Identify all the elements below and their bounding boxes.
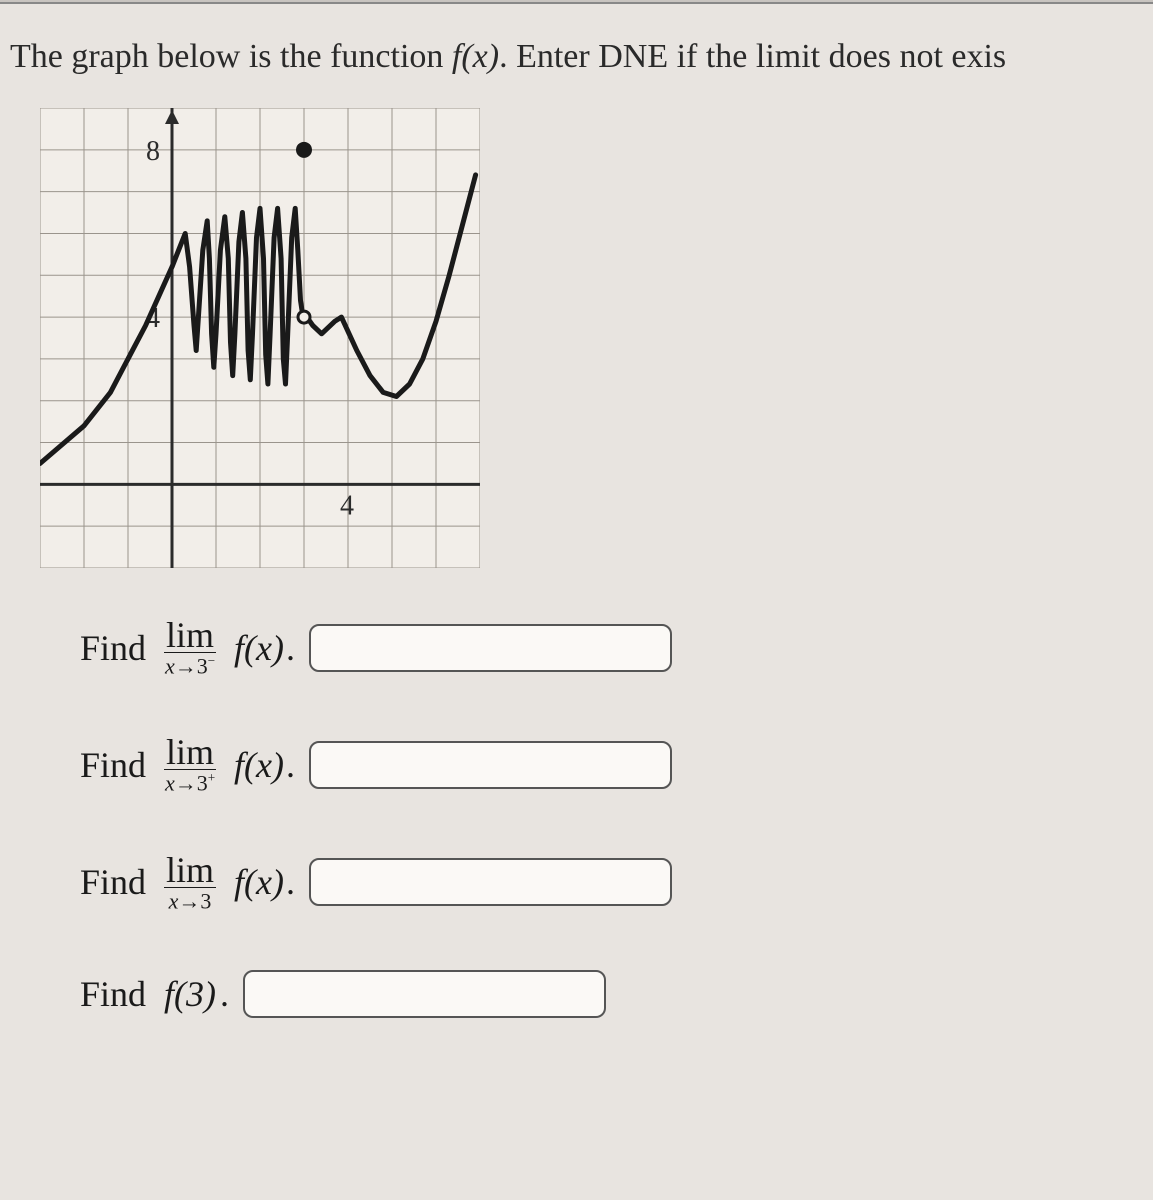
questions-list: Find lim x→3− f(x). Find lim x→3+ f(x).	[80, 618, 1143, 1018]
fx-expr: f(x)	[234, 861, 284, 903]
answer-input-3[interactable]	[309, 858, 672, 906]
question-row-4: Find f(3).	[80, 970, 1143, 1018]
find-word: Find	[80, 973, 146, 1015]
question-row-1: Find lim x→3− f(x).	[80, 618, 1143, 677]
function-graph: 844	[40, 108, 480, 568]
answer-input-1[interactable]	[309, 624, 672, 672]
lim-sub: x→3−	[165, 655, 215, 677]
period: .	[286, 627, 295, 669]
limit-expr: lim x→3	[164, 853, 216, 912]
prompt-fn: f(x)	[452, 38, 499, 75]
prompt-prefix: The graph below is the function	[10, 38, 452, 75]
period: .	[286, 744, 295, 786]
find-word: Find	[80, 744, 146, 786]
svg-text:8: 8	[146, 136, 160, 167]
limit-expr: lim x→3+	[164, 735, 216, 794]
answer-input-4[interactable]	[243, 970, 606, 1018]
period: .	[220, 973, 229, 1015]
lim-sub: x→3+	[165, 772, 215, 794]
question-row-2: Find lim x→3+ f(x).	[80, 735, 1143, 794]
fx-expr: f(x)	[234, 627, 284, 669]
limit-expr: lim x→3−	[164, 618, 216, 677]
prompt-suffix: . Enter DNE if the limit does not exis	[499, 38, 1006, 75]
svg-text:4: 4	[340, 490, 354, 521]
find-word: Find	[80, 627, 146, 669]
lim-word: lim	[164, 618, 216, 653]
lim-word: lim	[164, 735, 216, 770]
page-top-rule	[0, 0, 1153, 4]
period: .	[286, 861, 295, 903]
answer-input-2[interactable]	[309, 741, 672, 789]
lim-word: lim	[164, 853, 216, 888]
question-row-3: Find lim x→3 f(x).	[80, 853, 1143, 912]
fx-expr: f(x)	[234, 744, 284, 786]
content-area: The graph below is the function f(x). En…	[0, 34, 1153, 1018]
question-prompt: The graph below is the function f(x). En…	[10, 34, 1143, 80]
graph-container: 844	[40, 108, 1143, 568]
lim-sub: x→3	[169, 890, 212, 912]
f3-expr: f(3)	[164, 973, 216, 1015]
find-word: Find	[80, 861, 146, 903]
